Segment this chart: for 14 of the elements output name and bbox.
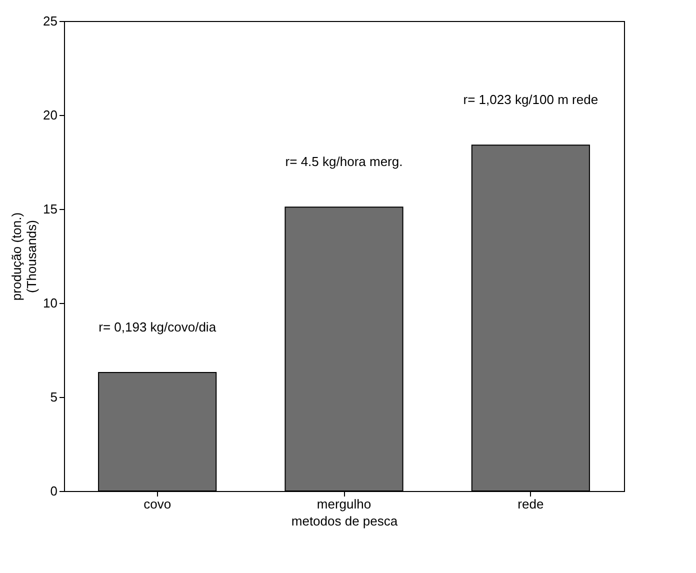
y-tick-label: 25 bbox=[43, 14, 58, 28]
x-tick-label: mergulho bbox=[316, 496, 372, 512]
y-tick-label: 15 bbox=[43, 202, 58, 216]
annotation: r= 1,023 kg/100 m rede bbox=[463, 92, 598, 108]
x-axis-title: metodos de pesca bbox=[291, 514, 398, 528]
y-tick-label: 5 bbox=[50, 390, 58, 404]
y-tick-label: 0 bbox=[50, 484, 58, 498]
y-tick-label: 20 bbox=[43, 108, 58, 122]
annotation: r= 4.5 kg/hora merg. bbox=[285, 154, 403, 170]
y-tick-label: 10 bbox=[43, 296, 58, 310]
x-tick-label: covo bbox=[144, 496, 172, 512]
x-tick-label: rede bbox=[518, 496, 544, 512]
y-axis-title: produção (ton.) (Thousands) bbox=[9, 212, 40, 301]
annotation: r= 0,193 kg/covo/dia bbox=[98, 320, 217, 335]
